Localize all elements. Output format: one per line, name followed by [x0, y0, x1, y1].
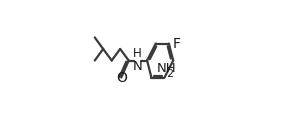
- Text: F: F: [173, 37, 181, 50]
- Text: NH: NH: [157, 62, 176, 75]
- Text: O: O: [116, 71, 127, 84]
- Text: N: N: [132, 60, 142, 73]
- Text: H: H: [133, 47, 142, 60]
- Text: 2: 2: [166, 69, 174, 79]
